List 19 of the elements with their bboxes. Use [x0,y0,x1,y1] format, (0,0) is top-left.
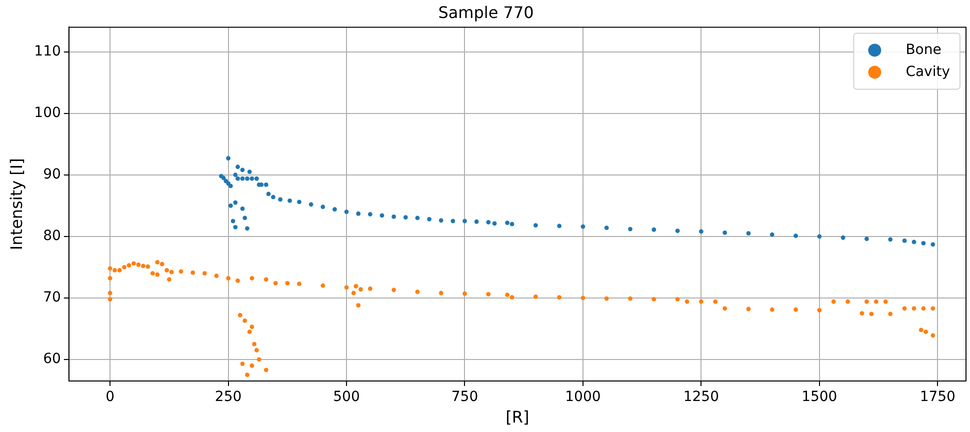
x-tick-label: 1500 [802,389,838,406]
y-tick-label: 90 [43,166,61,183]
chart-title: Sample 770 [438,2,534,22]
x-tick-label: 1750 [920,389,956,406]
y-tick-label: 70 [43,290,61,306]
legend-label: Cavity [906,64,950,80]
x-axis-title: [R] [506,408,530,427]
y-axis-title: Intensity [I] [6,158,26,250]
legend-label: Bone [906,42,942,58]
y-tick-label: 60 [43,351,61,368]
x-tick-label: 750 [451,389,478,406]
x-tick-label: 0 [106,389,115,406]
x-tick-label: 500 [333,389,360,406]
x-tick-label: 1250 [683,389,719,406]
x-tick-label: 1000 [565,389,601,406]
y-tick-label: 80 [43,228,61,244]
y-tick-label: 110 [34,43,61,60]
x-tick-label: 250 [214,389,242,406]
y-tick-label: 100 [34,104,61,121]
